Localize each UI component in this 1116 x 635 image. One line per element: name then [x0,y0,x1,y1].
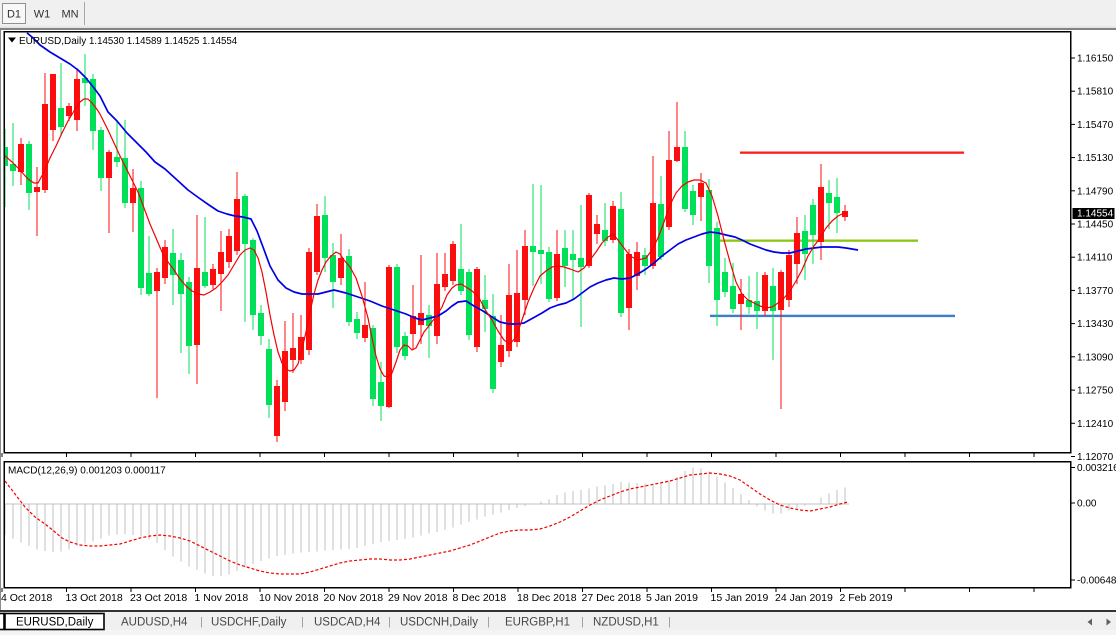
svg-text:1.12410: 1.12410 [1077,419,1114,430]
svg-text:1.14110: 1.14110 [1077,253,1113,264]
svg-text:0.00: 0.00 [1077,499,1097,510]
svg-text:|: | [581,616,584,628]
svg-text:1.14530 1.14589 1.14525 1.1455: 1.14530 1.14589 1.14525 1.14554 [89,36,238,47]
svg-text:EURGBP,H1: EURGBP,H1 [505,617,570,629]
svg-text:-0.006485: -0.006485 [1077,576,1116,587]
svg-text:USDCNH,Daily: USDCNH,Daily [400,617,478,629]
svg-text:D1: D1 [7,9,21,21]
svg-text:15 Jan 2019: 15 Jan 2019 [711,592,769,604]
svg-text:1.14554: 1.14554 [1077,209,1114,220]
svg-text:1.12750: 1.12750 [1077,386,1114,397]
svg-text:27 Dec 2018: 27 Dec 2018 [582,592,642,604]
svg-text:|: | [200,616,203,628]
svg-text:EURUSD,Daily: EURUSD,Daily [16,617,94,629]
svg-text:1.15810: 1.15810 [1077,87,1114,98]
svg-text:1.15470: 1.15470 [1077,120,1114,131]
svg-text:1.12070: 1.12070 [1077,452,1114,463]
svg-text:1.16150: 1.16150 [1077,54,1114,65]
svg-text:20 Nov 2018: 20 Nov 2018 [324,592,384,604]
svg-text:4 Oct 2018: 4 Oct 2018 [1,592,53,604]
svg-text:0.003216: 0.003216 [1077,463,1116,474]
svg-text:18 Dec 2018: 18 Dec 2018 [517,592,577,604]
svg-text:NZDUSD,H1: NZDUSD,H1 [593,617,659,629]
svg-text:1.15130: 1.15130 [1077,153,1114,164]
svg-text:USDCHF,Daily: USDCHF,Daily [211,617,287,629]
svg-text:23 Oct 2018: 23 Oct 2018 [130,592,187,604]
svg-text:|: | [487,616,490,628]
svg-text:29 Nov 2018: 29 Nov 2018 [388,592,448,604]
svg-text:1 Nov 2018: 1 Nov 2018 [195,592,249,604]
svg-text:13 Oct 2018: 13 Oct 2018 [66,592,123,604]
svg-text:2 Feb 2019: 2 Feb 2019 [840,592,893,604]
svg-text:|: | [301,616,304,628]
svg-text:AUDUSD,H4: AUDUSD,H4 [121,617,188,629]
svg-text:MN: MN [61,9,78,21]
svg-text:5 Jan 2019: 5 Jan 2019 [646,592,698,604]
svg-text:8 Dec 2018: 8 Dec 2018 [453,592,507,604]
svg-text:W1: W1 [34,9,51,21]
svg-text:24 Jan 2019: 24 Jan 2019 [775,592,833,604]
svg-text:|: | [388,616,391,628]
svg-text:1.13090: 1.13090 [1077,352,1114,363]
svg-text:USDCAD,H4: USDCAD,H4 [314,617,381,629]
svg-text:1.13770: 1.13770 [1077,286,1114,297]
svg-text:MACD(12,26,9) 0.001203 0.00011: MACD(12,26,9) 0.001203 0.000117 [8,466,166,477]
svg-text:1.14450: 1.14450 [1077,220,1114,231]
svg-text:1.13430: 1.13430 [1077,319,1114,330]
svg-text:1.14790: 1.14790 [1077,186,1114,197]
svg-text:EURUSD,Daily: EURUSD,Daily [19,36,86,47]
svg-text:10 Nov 2018: 10 Nov 2018 [259,592,319,604]
svg-text:|: | [668,616,671,628]
